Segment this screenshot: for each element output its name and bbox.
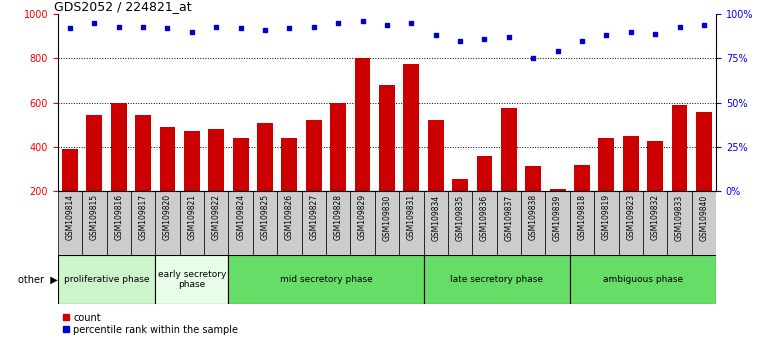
Text: GSM109821: GSM109821: [187, 194, 196, 240]
Bar: [696, 112, 711, 191]
Text: GSM109831: GSM109831: [407, 194, 416, 240]
Text: GSM109815: GSM109815: [90, 194, 99, 240]
Text: GSM109835: GSM109835: [456, 194, 464, 241]
Text: GSM109832: GSM109832: [651, 194, 660, 240]
Text: GSM109833: GSM109833: [675, 194, 684, 241]
Bar: [233, 138, 249, 191]
Bar: [545, 191, 570, 255]
Bar: [306, 120, 322, 191]
Bar: [574, 165, 590, 191]
Text: GSM109823: GSM109823: [626, 194, 635, 240]
Bar: [136, 115, 151, 191]
Text: GSM109828: GSM109828: [333, 194, 343, 240]
Bar: [424, 191, 448, 255]
Bar: [570, 255, 716, 304]
Bar: [58, 255, 156, 304]
Bar: [399, 191, 424, 255]
Bar: [525, 166, 541, 191]
Bar: [229, 255, 424, 304]
Bar: [375, 191, 399, 255]
Text: GSM109824: GSM109824: [236, 194, 245, 240]
Bar: [428, 120, 444, 191]
Text: GSM109839: GSM109839: [553, 194, 562, 241]
Text: GSM109820: GSM109820: [163, 194, 172, 240]
Bar: [253, 191, 277, 255]
Bar: [623, 136, 638, 191]
Bar: [691, 191, 716, 255]
Text: late secretory phase: late secretory phase: [450, 275, 543, 284]
Bar: [156, 255, 229, 304]
Bar: [472, 191, 497, 255]
Bar: [326, 191, 350, 255]
Text: GSM109836: GSM109836: [480, 194, 489, 241]
Bar: [668, 191, 691, 255]
Bar: [302, 191, 326, 255]
Bar: [424, 255, 570, 304]
Text: GSM109838: GSM109838: [529, 194, 537, 240]
Text: GSM109834: GSM109834: [431, 194, 440, 241]
Text: GSM109825: GSM109825: [260, 194, 269, 240]
Bar: [106, 191, 131, 255]
Bar: [282, 138, 297, 191]
Bar: [204, 191, 229, 255]
Bar: [156, 191, 179, 255]
Bar: [452, 179, 468, 191]
Bar: [62, 149, 78, 191]
Bar: [477, 156, 492, 191]
Text: GSM109814: GSM109814: [65, 194, 75, 240]
Text: GSM109840: GSM109840: [699, 194, 708, 241]
Text: GSM109829: GSM109829: [358, 194, 367, 240]
Text: GSM109819: GSM109819: [602, 194, 611, 240]
Text: GSM109817: GSM109817: [139, 194, 148, 240]
Bar: [521, 191, 545, 255]
Text: early secretory
phase: early secretory phase: [158, 270, 226, 289]
Bar: [671, 105, 688, 191]
Bar: [58, 191, 82, 255]
Text: ambiguous phase: ambiguous phase: [603, 275, 683, 284]
Bar: [403, 64, 419, 191]
Text: GSM109837: GSM109837: [504, 194, 514, 241]
Text: GSM109830: GSM109830: [383, 194, 391, 241]
Bar: [257, 122, 273, 191]
Bar: [598, 138, 614, 191]
Bar: [550, 189, 565, 191]
Bar: [570, 191, 594, 255]
Bar: [501, 108, 517, 191]
Bar: [497, 191, 521, 255]
Bar: [86, 115, 102, 191]
Bar: [179, 191, 204, 255]
Text: GSM109822: GSM109822: [212, 194, 221, 240]
Bar: [448, 191, 472, 255]
Bar: [111, 103, 126, 191]
Bar: [82, 191, 106, 255]
Bar: [229, 191, 253, 255]
Bar: [131, 191, 156, 255]
Text: GSM109827: GSM109827: [310, 194, 318, 240]
Text: other  ▶: other ▶: [18, 275, 57, 285]
Text: proliferative phase: proliferative phase: [64, 275, 149, 284]
Bar: [330, 103, 346, 191]
Bar: [184, 131, 199, 191]
Text: GSM109826: GSM109826: [285, 194, 294, 240]
Legend: count, percentile rank within the sample: count, percentile rank within the sample: [62, 313, 238, 335]
Text: GSM109816: GSM109816: [114, 194, 123, 240]
Bar: [355, 58, 370, 191]
Bar: [643, 191, 668, 255]
Bar: [618, 191, 643, 255]
Text: GDS2052 / 224821_at: GDS2052 / 224821_at: [55, 0, 192, 13]
Bar: [209, 129, 224, 191]
Bar: [159, 127, 176, 191]
Bar: [594, 191, 618, 255]
Bar: [277, 191, 302, 255]
Bar: [350, 191, 375, 255]
Text: GSM109818: GSM109818: [578, 194, 587, 240]
Bar: [648, 141, 663, 191]
Text: mid secretory phase: mid secretory phase: [280, 275, 373, 284]
Bar: [379, 85, 395, 191]
